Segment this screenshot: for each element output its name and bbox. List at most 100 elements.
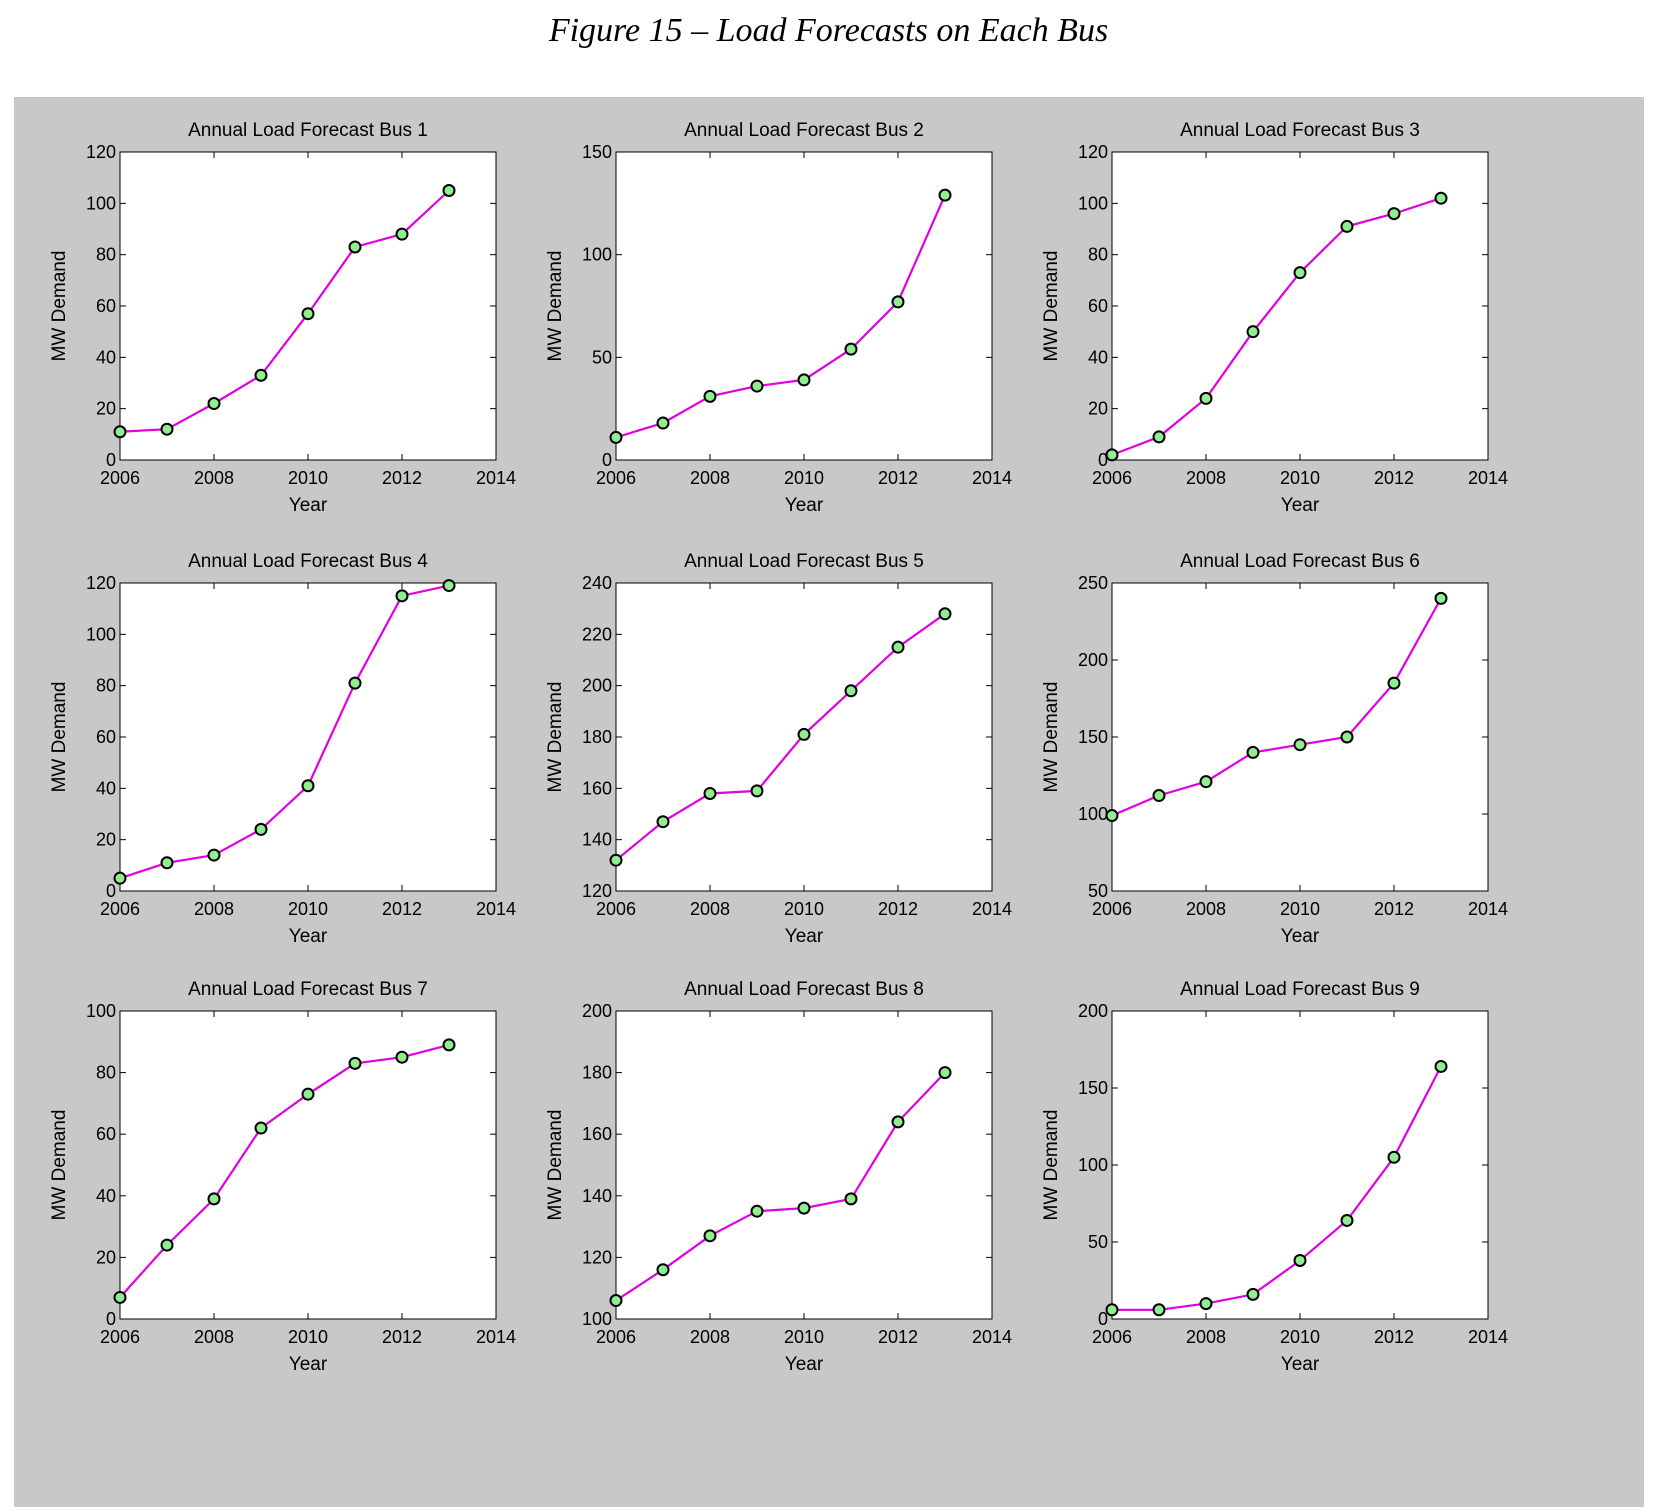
plot-area	[1111, 582, 1489, 892]
data-point	[395, 589, 409, 603]
data-point	[113, 871, 127, 885]
x-tick-label: 2006	[100, 1327, 140, 1347]
data-point	[348, 1056, 362, 1070]
y-tick-label: 200	[1078, 1001, 1108, 1021]
y-tick-label: 20	[1088, 399, 1108, 419]
x-tick-label: 2010	[1280, 1327, 1320, 1347]
data-point	[254, 368, 268, 382]
data-point	[1152, 789, 1166, 803]
data-point	[160, 856, 174, 870]
x-tick-label: 2012	[382, 468, 422, 488]
y-axis-label: MW Demand	[49, 251, 70, 362]
y-axis-label: MW Demand	[545, 1110, 566, 1221]
x-tick-label: 2010	[1280, 899, 1320, 919]
chart-bus-9: 2006 2008 2010 2012 2014 0 50 100 150 200 Annual L…	[1041, 979, 1508, 1375]
data-point	[750, 1204, 764, 1218]
data-point	[442, 1038, 456, 1052]
y-tick-label: 150	[1078, 1078, 1108, 1098]
y-tick-label: 0	[106, 1309, 116, 1329]
x-axis-label: Year	[785, 495, 824, 516]
data-point	[207, 397, 221, 411]
x-tick-label: 2012	[1374, 899, 1414, 919]
chart-title: Annual Load Forecast Bus 3	[1180, 120, 1420, 141]
data-point	[1340, 219, 1354, 233]
y-tick-label: 40	[1088, 347, 1108, 367]
x-tick-label: 2008	[194, 468, 234, 488]
figure-title: Figure 15 – Load Forecasts on Each Bus	[548, 12, 1109, 49]
data-point	[1340, 730, 1354, 744]
data-point	[797, 373, 811, 387]
x-tick-label: 2010	[288, 1327, 328, 1347]
data-point	[254, 822, 268, 836]
y-axis-label: MW Demand	[1041, 1110, 1062, 1221]
plot-area	[615, 151, 993, 461]
x-tick-label: 2012	[1374, 1327, 1414, 1347]
y-tick-label: 120	[86, 142, 116, 162]
data-point	[1434, 191, 1448, 205]
data-point	[160, 422, 174, 436]
x-tick-label: 2014	[1468, 899, 1508, 919]
data-point	[1293, 1253, 1307, 1267]
plot-area	[119, 151, 497, 461]
x-tick-label: 2014	[972, 899, 1012, 919]
series-line	[119, 1043, 450, 1299]
y-tick-label: 50	[592, 347, 612, 367]
data-point	[703, 786, 717, 800]
data-point	[395, 227, 409, 241]
x-tick-label: 2006	[1092, 468, 1132, 488]
y-axis-label: MW Demand	[545, 251, 566, 362]
data-point	[1340, 1213, 1354, 1227]
series-line	[119, 584, 450, 880]
series-line	[119, 189, 450, 433]
x-tick-label: 2014	[1468, 468, 1508, 488]
data-point	[703, 1229, 717, 1243]
x-tick-label: 2006	[100, 468, 140, 488]
x-tick-label: 2014	[1468, 1327, 1508, 1347]
y-tick-label: 100	[86, 624, 116, 644]
y-tick-label: 50	[1088, 881, 1108, 901]
x-tick-label: 2008	[690, 899, 730, 919]
x-tick-label: 2008	[690, 1327, 730, 1347]
plot-area	[119, 582, 497, 892]
data-point	[1387, 1150, 1401, 1164]
y-tick-label: 200	[1078, 650, 1108, 670]
data-point	[1105, 448, 1119, 462]
y-tick-label: 60	[1088, 296, 1108, 316]
data-point	[1246, 745, 1260, 759]
data-point	[1105, 809, 1119, 823]
y-tick-label: 60	[96, 1124, 116, 1144]
y-tick-label: 60	[96, 296, 116, 316]
data-point	[254, 1121, 268, 1135]
data-point	[1246, 325, 1260, 339]
chart-title: Annual Load Forecast Bus 6	[1180, 551, 1420, 572]
y-tick-label: 80	[96, 676, 116, 696]
chart-bus-6: 2006 2008 2010 2012 2014 50 100 150 200 250 Annual…	[1041, 551, 1508, 947]
data-point	[348, 676, 362, 690]
data-point	[1199, 391, 1213, 405]
x-tick-label: 2006	[100, 899, 140, 919]
y-tick-label: 100	[1078, 193, 1108, 213]
chart-bus-2: 2006 2008 2010 2012 2014 0 50 100 150 Annual Load…	[545, 120, 1012, 516]
series-line	[1111, 197, 1442, 456]
data-point	[703, 389, 717, 403]
data-point	[113, 425, 127, 439]
data-point	[938, 1066, 952, 1080]
series-line	[1112, 1065, 1442, 1311]
data-point	[844, 1192, 858, 1206]
y-tick-label: 150	[582, 142, 612, 162]
x-tick-label: 2012	[878, 468, 918, 488]
data-point	[207, 848, 221, 862]
y-tick-label: 150	[1078, 727, 1108, 747]
data-point	[1105, 1303, 1119, 1317]
data-point	[301, 779, 315, 793]
plot-area	[615, 1010, 993, 1320]
data-point	[750, 784, 764, 798]
y-axis-label: MW Demand	[545, 682, 566, 793]
x-tick-label: 2014	[476, 1327, 516, 1347]
x-tick-label: 2014	[476, 468, 516, 488]
data-point	[207, 1192, 221, 1206]
y-tick-label: 250	[1078, 573, 1108, 593]
data-point	[844, 342, 858, 356]
data-point	[442, 579, 456, 593]
y-tick-label: 20	[96, 830, 116, 850]
